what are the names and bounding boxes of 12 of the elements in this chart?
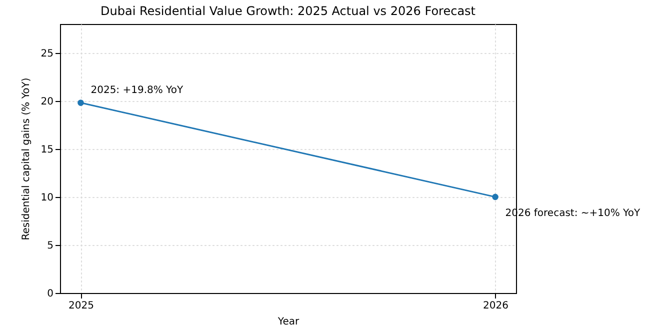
- y-tick-label: 10: [40, 192, 54, 204]
- x-tick-label: 2025: [68, 300, 94, 312]
- x-axis-title: Year: [276, 316, 300, 328]
- y-tick-label: 25: [40, 48, 54, 60]
- y-tick-label: 20: [40, 96, 54, 108]
- x-tick-label: 2026: [483, 300, 508, 312]
- y-axis-title: Residential capital gains (% YoY): [20, 78, 32, 240]
- y-tick-label: 5: [47, 240, 54, 252]
- chart-title: Dubai Residential Value Growth: 2025 Actual vs 2026 Forecast: [100, 4, 476, 18]
- annotation: 2025: +19.8% YoY: [90, 84, 184, 96]
- y-tick-label: 15: [40, 144, 54, 156]
- y-tick-label: 0: [47, 288, 54, 300]
